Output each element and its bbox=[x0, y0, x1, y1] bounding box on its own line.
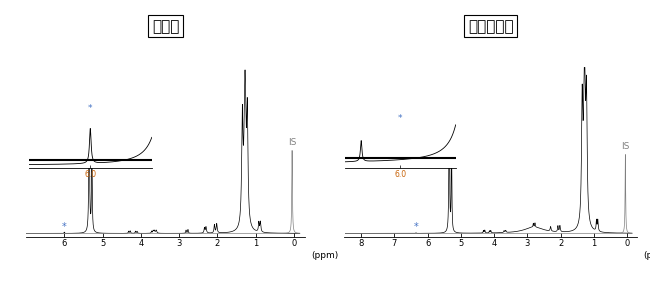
Text: マーガリン: マーガリン bbox=[468, 19, 514, 34]
Text: (ppm): (ppm) bbox=[643, 251, 650, 260]
Text: バター: バター bbox=[152, 19, 179, 34]
Text: (ppm): (ppm) bbox=[311, 251, 339, 260]
Text: IS: IS bbox=[621, 142, 630, 151]
Text: *: * bbox=[413, 222, 419, 232]
Text: *: * bbox=[62, 222, 67, 232]
Text: IS: IS bbox=[288, 138, 296, 147]
